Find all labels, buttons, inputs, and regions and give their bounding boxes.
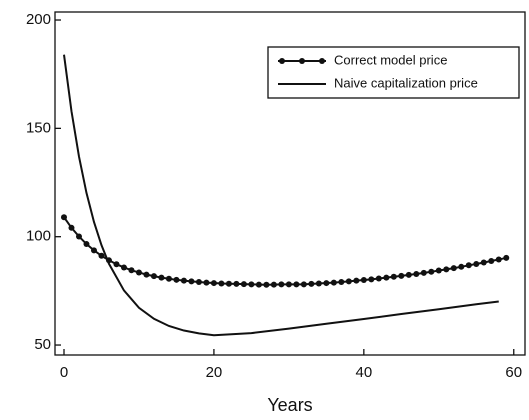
- series-marker: [375, 275, 382, 282]
- series-marker: [293, 281, 300, 288]
- series-marker: [263, 281, 270, 288]
- series-marker: [180, 277, 187, 284]
- series-marker: [158, 274, 165, 281]
- series-marker: [188, 278, 195, 285]
- series-marker: [98, 252, 105, 259]
- series-line: [63, 54, 499, 337]
- series-marker: [428, 268, 435, 275]
- series-marker: [473, 260, 480, 267]
- legend-marker: [299, 58, 305, 64]
- series-marker: [308, 280, 315, 287]
- x-tick-label: 20: [206, 364, 223, 381]
- series-marker: [173, 276, 180, 283]
- series-marker: [75, 233, 82, 240]
- series-marker: [405, 271, 412, 278]
- series-marker: [225, 280, 232, 287]
- series-marker: [248, 281, 255, 288]
- series-marker: [495, 256, 502, 263]
- legend-marker: [279, 58, 285, 64]
- series-marker: [323, 280, 330, 287]
- series-line: [63, 216, 507, 286]
- series-marker: [345, 278, 352, 285]
- series-marker: [503, 254, 510, 261]
- plot-frame: [54, 11, 526, 356]
- series-marker: [435, 267, 442, 274]
- series-marker: [420, 269, 427, 276]
- series-marker: [270, 281, 277, 288]
- series-marker: [315, 280, 322, 287]
- series-marker: [338, 278, 345, 285]
- legend-marker: [319, 58, 325, 64]
- series-marker: [480, 259, 487, 266]
- series-marker: [240, 281, 247, 288]
- series-marker: [113, 261, 120, 268]
- legend-label: Correct model price: [334, 52, 447, 67]
- series-marker: [233, 280, 240, 287]
- x-axis-label: Years: [267, 395, 312, 415]
- y-tick-label: 50: [34, 336, 51, 353]
- series-marker: [210, 280, 217, 287]
- series-marker: [383, 274, 390, 281]
- series-marker: [218, 280, 225, 287]
- series-marker: [443, 266, 450, 273]
- series-marker: [330, 279, 337, 286]
- x-tick-label: 60: [505, 364, 522, 381]
- series-marker: [68, 224, 75, 231]
- legend-label: Naive capitalization price: [334, 75, 478, 90]
- y-tick-label: 100: [26, 228, 51, 245]
- series-marker: [128, 267, 135, 274]
- x-tick-label: 0: [60, 364, 68, 381]
- series-marker: [458, 263, 465, 270]
- series-marker: [398, 272, 405, 279]
- series-marker: [203, 279, 210, 286]
- series-marker: [450, 265, 457, 272]
- y-tick-label: 200: [26, 11, 51, 28]
- series-marker: [165, 275, 172, 282]
- series-marker: [83, 241, 90, 248]
- series-marker: [195, 278, 202, 285]
- series-marker: [353, 277, 360, 284]
- series-marker: [255, 281, 262, 288]
- series-marker: [390, 273, 397, 280]
- x-tick-label: 40: [355, 364, 372, 381]
- series-marker: [60, 214, 67, 221]
- y-tick-label: 150: [26, 119, 51, 136]
- series-marker: [368, 276, 375, 283]
- series-marker: [143, 271, 150, 278]
- series-marker: [90, 247, 97, 254]
- legend-box: [267, 46, 520, 99]
- series-marker: [413, 270, 420, 277]
- series-marker: [278, 281, 285, 288]
- series-marker: [300, 281, 307, 288]
- series-marker: [360, 277, 367, 284]
- series-marker: [465, 262, 472, 269]
- series-marker: [120, 264, 127, 271]
- series-marker: [488, 257, 495, 264]
- series-marker: [135, 269, 142, 276]
- series-marker: [150, 273, 157, 280]
- series-marker: [285, 281, 292, 288]
